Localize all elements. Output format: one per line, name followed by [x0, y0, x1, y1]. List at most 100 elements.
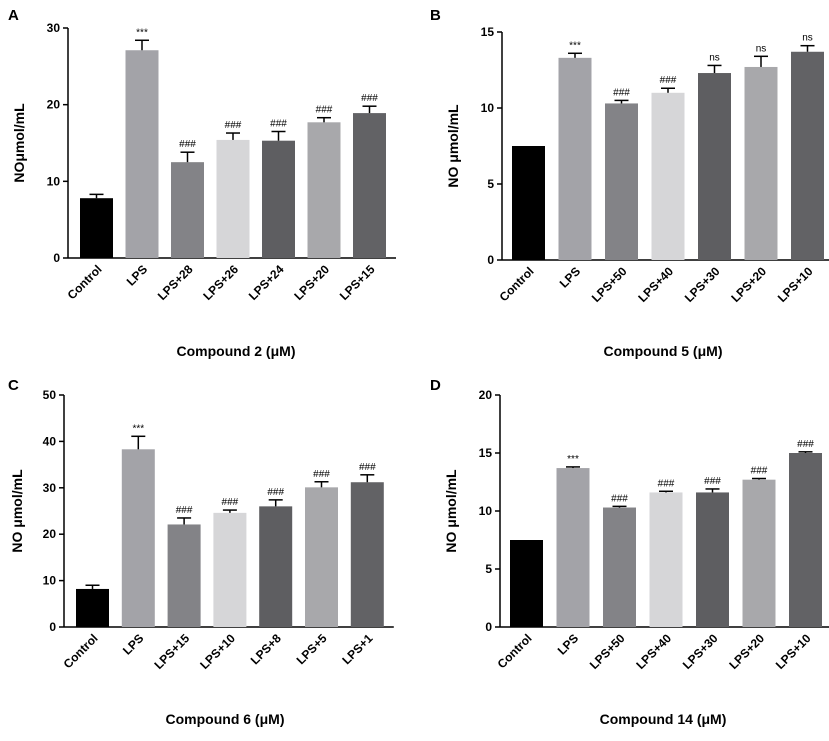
bar-control [80, 198, 113, 258]
bar-lps-26 [216, 139, 250, 258]
panel-b: B 0 5 10 15 NO μmol/mL Control *** LPS ### LPS+50 #… [430, 7, 829, 359]
x-axis-title: Compound 2 (μM) [177, 343, 296, 359]
panel-letter: C [8, 377, 19, 394]
significance-label: ### [270, 119, 287, 130]
y-tick-label: 20 [479, 388, 493, 402]
significance-label: *** [567, 454, 579, 465]
panel-letter: B [430, 7, 441, 24]
bar-lps [558, 57, 592, 261]
bar-lps-20 [744, 66, 778, 261]
significance-label: ns [802, 33, 813, 44]
bar-control [76, 588, 109, 627]
y-axis-label: NO μmol/mL [443, 469, 459, 553]
significance-label: *** [136, 27, 148, 38]
y-tick-label: 10 [479, 504, 493, 518]
bar-lps-15 [167, 524, 201, 627]
y-tick-label: 20 [43, 527, 57, 541]
y-tick-label: 0 [487, 253, 494, 267]
bar-lps-50 [605, 103, 638, 260]
category-label: LPS+26 [200, 262, 241, 303]
category-label: Control [61, 631, 101, 671]
y-tick-label: 40 [43, 434, 57, 448]
y-tick-label: 0 [53, 251, 60, 265]
category-label: Control [65, 262, 105, 302]
x-axis-title: Compound 14 (μM) [600, 711, 727, 727]
bar-lps-1 [350, 482, 384, 627]
y-tick-label: 10 [481, 101, 495, 115]
bar-lps-20 [742, 479, 776, 627]
category-label: LPS+10 [775, 264, 816, 305]
category-label: LPS+15 [337, 262, 378, 303]
significance-label: *** [569, 40, 581, 51]
panel-letter: A [8, 7, 19, 24]
bar-lps-30 [696, 492, 729, 627]
significance-label: ### [359, 462, 376, 473]
x-axis-title: Compound 5 (μM) [604, 343, 723, 359]
y-tick-label: 10 [43, 574, 57, 588]
bar-control [510, 540, 543, 627]
bar-lps-15 [353, 113, 386, 258]
y-tick-label: 20 [47, 98, 61, 112]
bar-lps-30 [698, 73, 731, 260]
category-label: LPS+20 [728, 264, 769, 305]
significance-label: ### [176, 505, 193, 516]
y-axis-label: NOμmol/mL [11, 103, 27, 183]
bar-lps-8 [259, 506, 293, 627]
bar-lps-10 [789, 453, 822, 627]
y-tick-label: 30 [47, 21, 61, 35]
y-tick-label: 50 [43, 388, 57, 402]
significance-label: ### [658, 478, 675, 489]
significance-label: *** [132, 423, 144, 434]
significance-label: ### [660, 75, 677, 86]
significance-label: ns [756, 43, 767, 54]
significance-label: ns [709, 52, 720, 63]
y-axis-label: NO μmol/mL [9, 469, 25, 553]
category-label: LPS+30 [680, 631, 721, 672]
y-axis-label: NO μmol/mL [445, 104, 461, 188]
significance-label: ### [797, 439, 814, 450]
y-tick-label: 5 [487, 177, 494, 191]
y-tick-label: 30 [43, 481, 57, 495]
bar-lps-5 [305, 487, 338, 627]
category-label: LPS+5 [294, 631, 330, 667]
category-label: LPS+30 [682, 264, 723, 305]
category-label: LPS+10 [197, 631, 238, 672]
category-label: LPS+28 [155, 262, 196, 303]
category-label: LPS+20 [726, 631, 767, 672]
bar-lps-24 [262, 140, 295, 258]
category-label: LPS+20 [291, 262, 332, 303]
significance-label: ### [225, 120, 242, 131]
significance-label: ### [316, 105, 333, 116]
bar-lps-40 [651, 92, 685, 260]
category-label: LPS+50 [589, 264, 630, 305]
bar-lps [556, 468, 590, 627]
significance-label: ### [751, 466, 768, 477]
category-label: LPS+10 [773, 631, 814, 672]
category-label: LPS+1 [339, 631, 375, 667]
category-label: LPS+24 [246, 262, 287, 303]
category-label: LPS [557, 264, 583, 290]
bar-lps-10 [213, 512, 247, 627]
bar-lps-50 [603, 507, 636, 627]
significance-label: ### [179, 139, 196, 150]
panel-letter: D [430, 377, 441, 394]
y-tick-label: 15 [481, 25, 495, 39]
category-label: LPS [124, 262, 150, 288]
significance-label: ### [313, 469, 330, 480]
bar-lps-10 [791, 51, 824, 261]
bar-lps-28 [171, 162, 204, 258]
category-label: LPS+15 [151, 631, 192, 672]
significance-label: ### [704, 476, 721, 487]
panel-a: A 0 10 20 30 NOμmol/mL Control *** LPS ### LPS+28 #… [8, 7, 396, 359]
panel-d: D 0 5 10 15 20 NO μmol/mL Control *** LPS ### LPS+5… [430, 377, 829, 727]
panel-c: C 0 10 20 30 40 50 NO μmol/mL Control *** LPS ### LP… [8, 377, 394, 727]
bar-lps [125, 50, 159, 258]
bar-lps-40 [649, 492, 683, 627]
significance-label: ### [267, 487, 284, 498]
category-label: LPS [555, 631, 581, 657]
significance-label: ### [611, 493, 628, 504]
y-tick-label: 5 [485, 562, 492, 576]
category-label: Control [495, 631, 535, 671]
category-label: LPS+8 [248, 631, 284, 667]
bar-lps-20 [307, 122, 341, 258]
